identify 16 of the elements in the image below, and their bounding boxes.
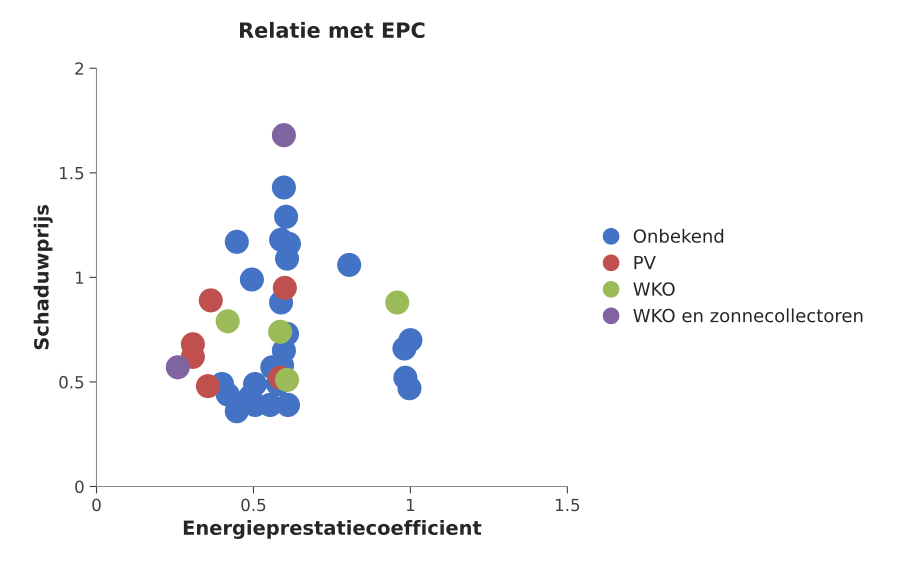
legend-label: WKO en zonnecollectoren: [633, 308, 862, 322]
y-tick-label: 1.5: [60, 167, 84, 180]
x-axis-title: Energieprestatiecoefficient: [184, 520, 482, 539]
x-tick-label: 0: [92, 498, 101, 512]
y-tick-label: 0.5: [59, 376, 84, 389]
y-axis-title: Schaduwprijs: [34, 204, 53, 350]
legend-label: WKO: [633, 282, 675, 296]
x-tick-label: 1.5: [556, 498, 580, 512]
x-tick-label: 1: [406, 498, 414, 511]
chart-title: Relatie met EPC: [240, 22, 424, 38]
y-tick-label: 2: [75, 62, 84, 75]
y-tick-label: 0: [75, 480, 84, 494]
y-tick-label: 1: [76, 272, 84, 284]
legend-label: PV: [634, 256, 656, 270]
x-tick-label: 0.5: [241, 498, 266, 512]
legend-label: Onbekend: [634, 228, 724, 243]
